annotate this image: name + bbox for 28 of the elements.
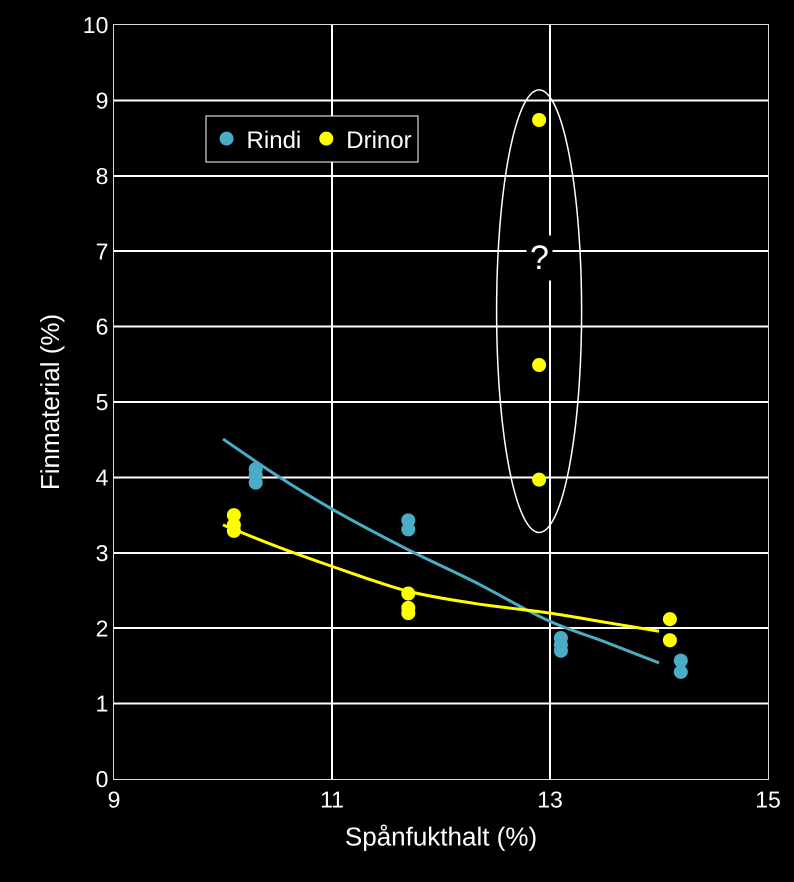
y-tick-label: 4 bbox=[96, 464, 109, 490]
x-tick-label: 11 bbox=[320, 786, 344, 813]
point bbox=[532, 358, 546, 372]
point bbox=[401, 586, 416, 601]
legend-label: Rindi bbox=[246, 126, 302, 154]
point bbox=[532, 472, 546, 487]
y-tick-label: 6 bbox=[96, 314, 108, 340]
y-tick-label: 9 bbox=[96, 87, 108, 114]
point bbox=[662, 612, 677, 626]
point bbox=[674, 654, 688, 668]
y-axis-title: Finmaterial (%) bbox=[35, 314, 66, 490]
y-tick-label: 2 bbox=[96, 615, 108, 642]
x-tick-label: 15 bbox=[755, 786, 781, 813]
point bbox=[674, 664, 688, 679]
y-tick-label: 10 bbox=[82, 12, 108, 38]
x-tick-label: 13 bbox=[537, 786, 563, 813]
x-axis-title: Spånfukthalt (%) bbox=[344, 821, 538, 852]
y-tick-label: 3 bbox=[96, 540, 108, 566]
line-series bbox=[222, 437, 660, 664]
y-tick-label: 8 bbox=[96, 162, 108, 189]
point bbox=[662, 633, 677, 648]
y-tick-label: 1 bbox=[96, 690, 108, 717]
y-tick-label: 0 bbox=[96, 766, 108, 792]
point bbox=[532, 113, 546, 127]
legend-label: Drinor bbox=[346, 126, 412, 154]
y-tick-label: 7 bbox=[96, 238, 108, 264]
y-tick-label: 5 bbox=[96, 389, 108, 416]
annotation: ? bbox=[530, 239, 549, 277]
